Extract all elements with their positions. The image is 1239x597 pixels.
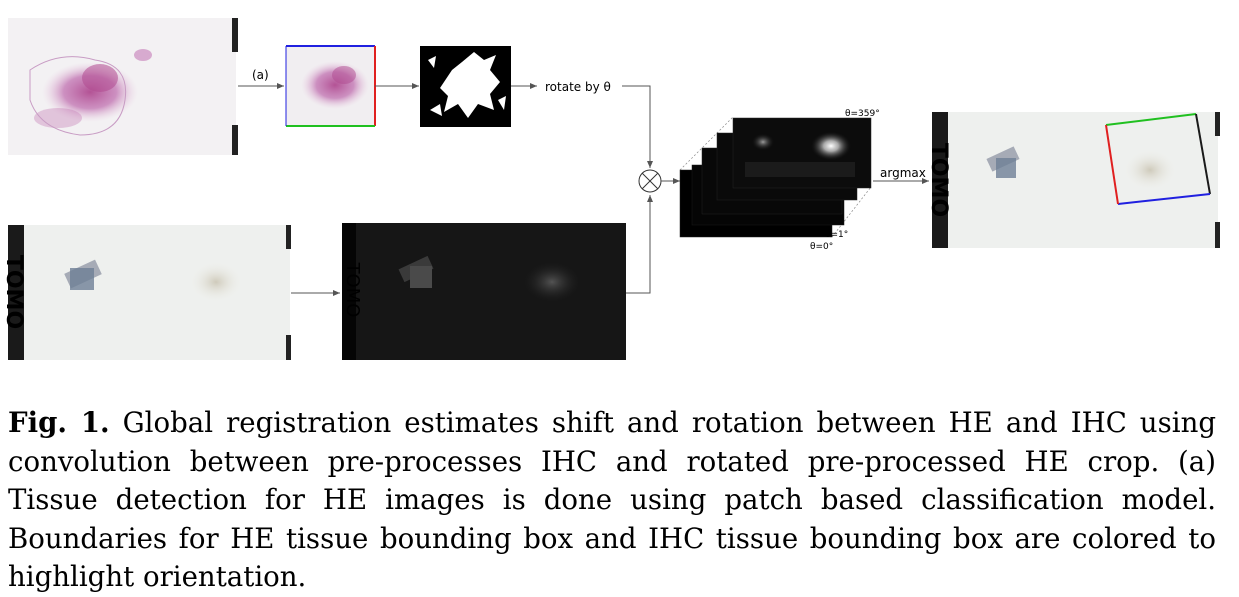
step-a-label: (a) <box>252 68 269 82</box>
ihc-slide-label: TOMO <box>1 255 26 329</box>
result-slide-label: TOMO <box>926 143 951 217</box>
result-box-left <box>1105 124 1119 205</box>
rotate-label: rotate by θ <box>545 80 611 94</box>
theta-label-0: θ=0° <box>810 242 833 252</box>
registered-ihc-image: TOMO <box>926 112 1220 248</box>
result-box-bottom <box>1117 193 1211 205</box>
he-crop-image <box>285 45 376 127</box>
registration-diagram: (a) rotate by θ TOMO <box>1 18 1220 360</box>
heatmap-theta-359 <box>732 117 872 189</box>
preprocessed-slide-label: TOMO <box>342 262 363 318</box>
preprocessed-ihc-image: TOMO <box>342 223 626 360</box>
caption-text: Global registration estimates shift and … <box>8 406 1216 593</box>
convolution-operator-icon <box>638 169 662 193</box>
theta-label-359: θ=359° <box>845 109 880 119</box>
rotate-to-conv-connector <box>622 85 653 168</box>
ihc-slide-image: TOMO <box>1 225 291 360</box>
theta-label-1: θ=1° <box>825 230 848 240</box>
result-box-top <box>1105 113 1197 126</box>
he-slide-image <box>8 18 238 155</box>
tissue-mask-image <box>420 46 511 127</box>
figure-caption: Fig. 1. Global registration estimates sh… <box>8 404 1216 597</box>
preprocessed-to-conv-connector <box>626 195 653 294</box>
figure-label: Fig. 1. <box>8 406 110 439</box>
heatmap-stack: θ=359° θ=1° θ=0° <box>679 109 880 252</box>
argmax-label: argmax <box>880 166 926 180</box>
